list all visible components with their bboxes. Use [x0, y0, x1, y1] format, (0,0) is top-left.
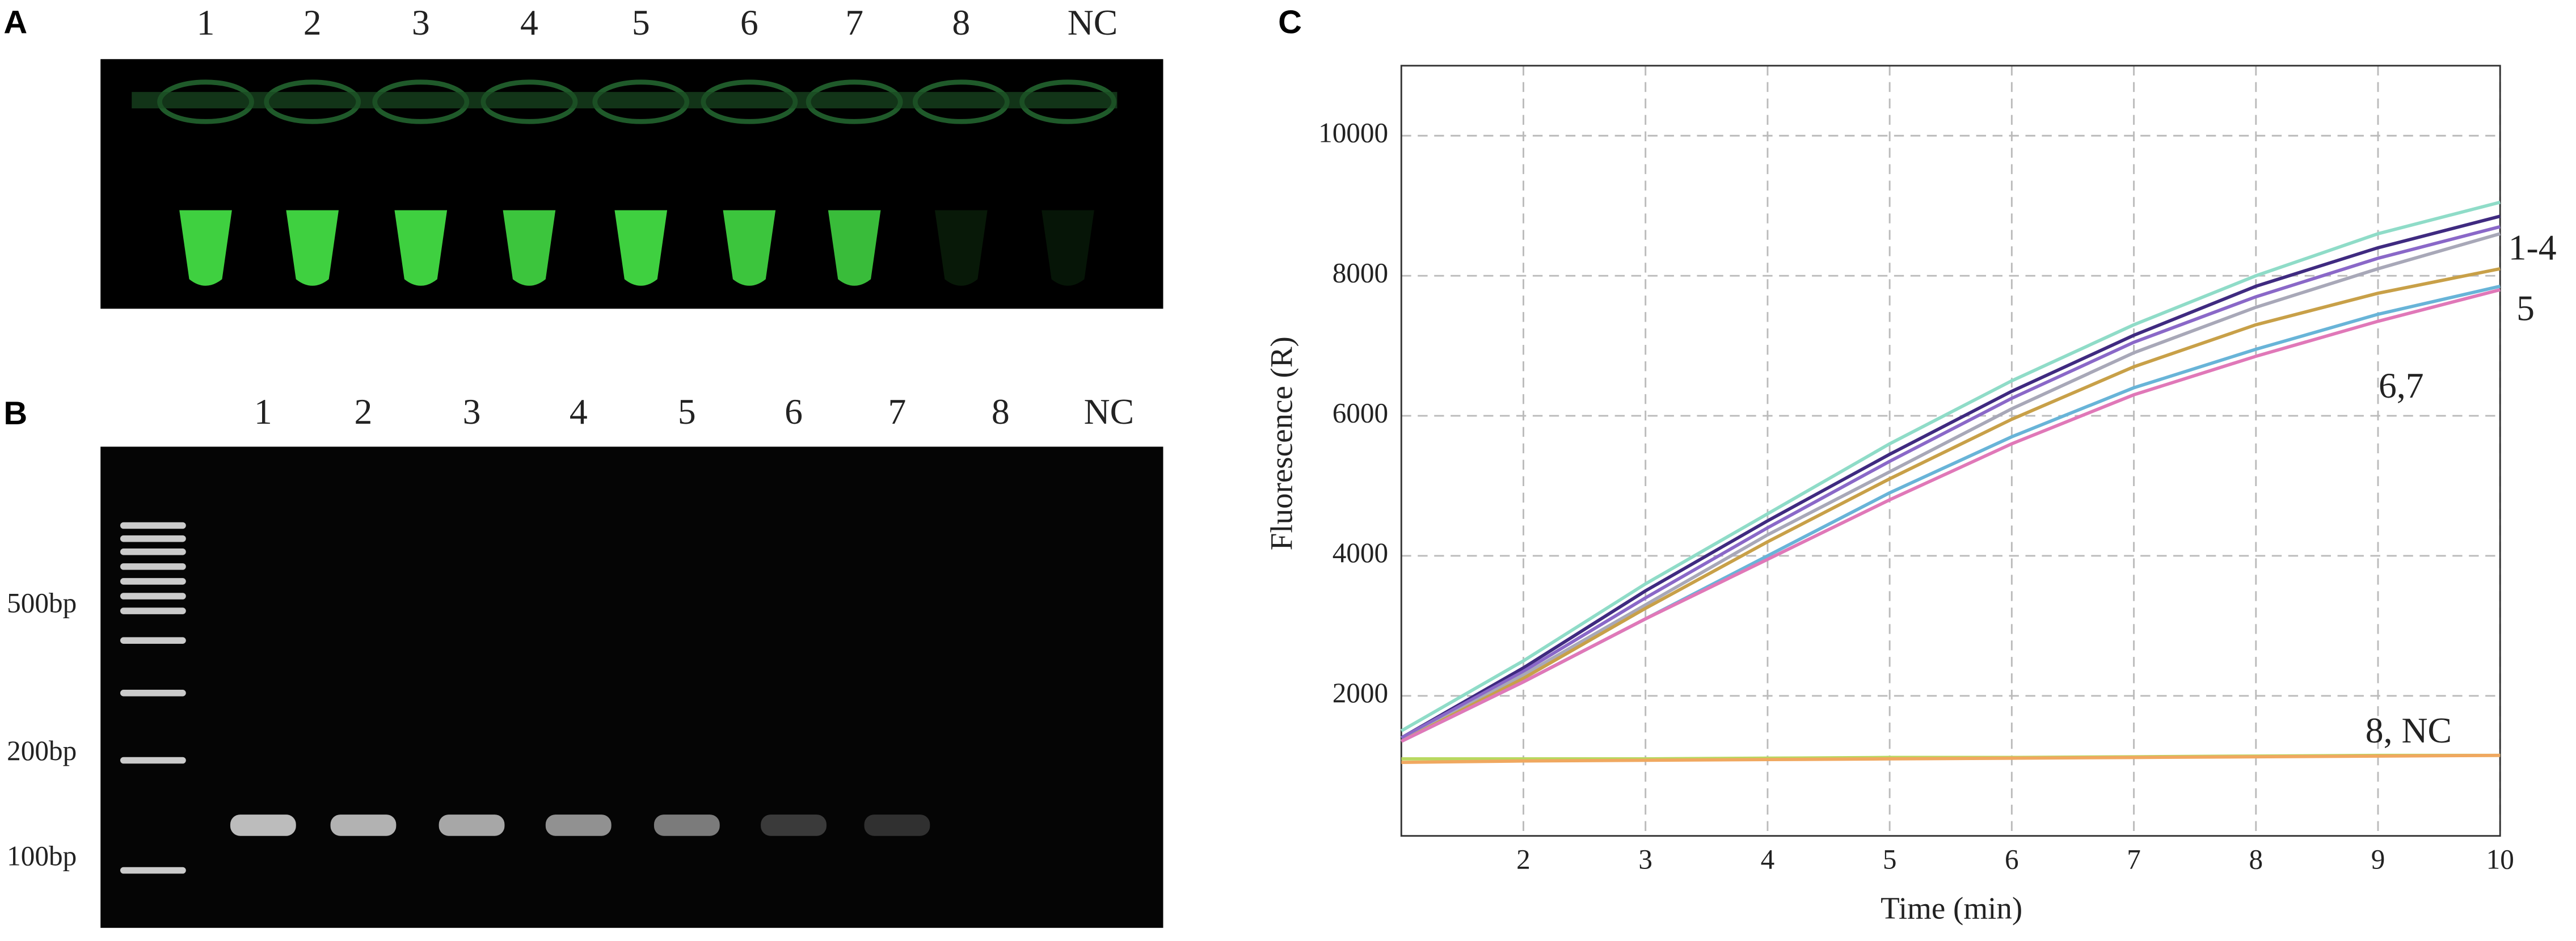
series-line [1401, 288, 2501, 743]
lane-label: 2 [303, 2, 322, 43]
lane-label: 6 [740, 2, 758, 43]
ladder-band [120, 535, 186, 542]
lane-label: 4 [570, 391, 588, 432]
series-line [1401, 753, 2501, 764]
ladder-band [120, 607, 186, 614]
ladder-band [120, 578, 186, 585]
lane-label: 3 [412, 2, 430, 43]
y-tick-label: 10000 [1318, 117, 1388, 149]
gel-photo [100, 446, 1163, 928]
ladder-band [120, 548, 186, 555]
gel-band [439, 815, 505, 836]
gel-band [864, 815, 930, 836]
lane-label: 2 [355, 391, 373, 432]
panel-letter: A [3, 5, 27, 41]
tube-liquid [828, 210, 881, 286]
ladder-band [120, 563, 186, 570]
series-line [1400, 200, 2501, 733]
tube-liquid [394, 210, 448, 286]
gel-band [654, 815, 720, 836]
lane-label: 4 [520, 2, 538, 43]
x-tick-label: 5 [1883, 843, 1897, 875]
gel-band [230, 815, 296, 836]
x-tick-label: 3 [1638, 843, 1652, 875]
panel-letter: C [1278, 5, 1302, 41]
annotation: 1-4 [2508, 227, 2557, 268]
tube-liquid [935, 210, 988, 286]
ladder-label: 200bp [7, 735, 77, 766]
y-tick-label: 6000 [1333, 397, 1388, 428]
ladder-band [120, 867, 186, 874]
lane-label: 3 [463, 391, 481, 432]
tube-liquid [503, 210, 556, 286]
x-tick-label: 9 [2371, 843, 2385, 875]
tube-liquid [723, 210, 776, 286]
ladder-band [120, 522, 186, 529]
ladder-label: 100bp [7, 841, 77, 872]
y-tick-label: 8000 [1333, 257, 1388, 288]
y-tick-label: 2000 [1333, 677, 1388, 708]
panel-letter: B [3, 395, 27, 432]
ladder-band [120, 637, 186, 644]
lane-label: NC [1084, 391, 1134, 432]
lane-label: 7 [888, 391, 906, 432]
ladder-band [120, 690, 186, 697]
y-axis-label: Fluorescence (R) [1264, 336, 1298, 550]
lane-label: 1 [197, 2, 215, 43]
lane-label: 5 [678, 391, 696, 432]
gel-band [545, 815, 612, 836]
lane-label: 8 [952, 2, 970, 43]
x-axis-label: Time (min) [1881, 891, 2022, 926]
x-tick-label: 8 [2249, 843, 2263, 875]
lane-label: 7 [845, 2, 863, 43]
ladder-band [120, 593, 186, 600]
plot-frame [1400, 65, 2501, 837]
series-line [1400, 267, 2501, 743]
x-tick-label: 10 [2486, 843, 2514, 875]
gel-band [330, 815, 397, 836]
x-tick-label: 2 [1516, 843, 1531, 875]
photo-layer [120, 79, 1118, 874]
tube-liquid [614, 210, 668, 286]
ladder-label: 500bp [7, 588, 77, 619]
annotation: 8, NC [2366, 710, 2452, 750]
series-line [1400, 214, 2501, 740]
annotation: 5 [2516, 288, 2535, 328]
lane-label: 6 [785, 391, 803, 432]
lane-label: 5 [632, 2, 650, 43]
series-line [1400, 232, 2501, 743]
series-line [1400, 225, 2501, 740]
lane-label: NC [1068, 2, 1118, 43]
cap-strip [132, 92, 1118, 109]
x-tick-label: 7 [2127, 843, 2141, 875]
ladder-band [120, 757, 186, 764]
lane-label: 1 [254, 391, 272, 432]
x-tick-label: 6 [2005, 843, 2019, 875]
x-tick-label: 4 [1761, 843, 1775, 875]
y-tick-label: 4000 [1333, 537, 1388, 568]
series-line [1401, 284, 2501, 743]
annotation: 6,7 [2379, 365, 2424, 406]
tube-liquid [179, 210, 232, 286]
tube-liquid [1042, 210, 1094, 286]
gel-band [761, 815, 827, 836]
lane-label: 8 [992, 391, 1010, 432]
tube-liquid [286, 210, 339, 286]
